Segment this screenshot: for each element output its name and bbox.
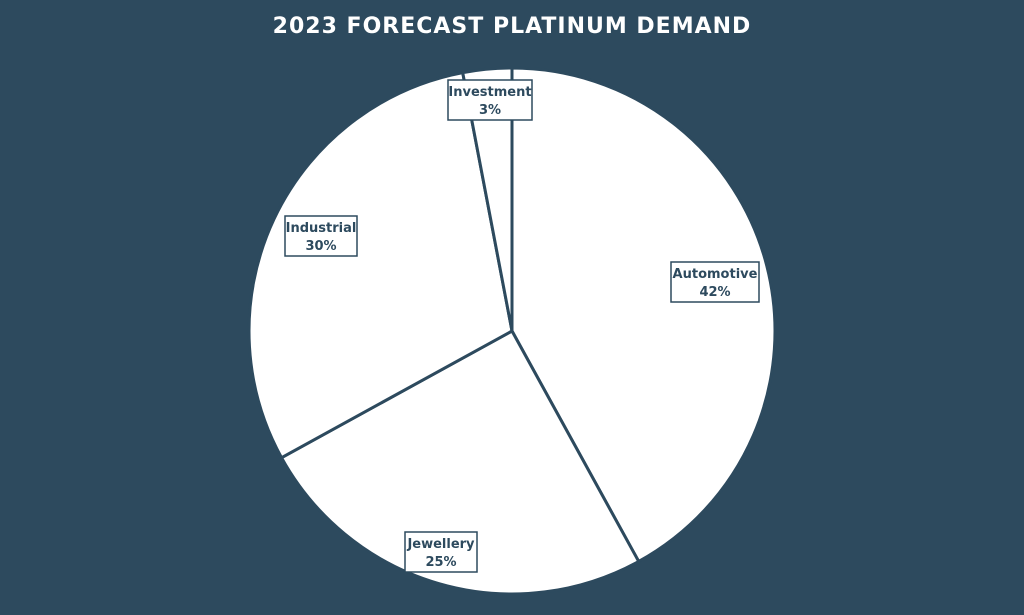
data-label-box	[670, 261, 760, 303]
data-label-box	[404, 531, 478, 573]
data-label-jewellery: Jewellery 25%	[404, 531, 478, 573]
slice-label-value: 25%	[425, 555, 456, 570]
pie-slice-jewellery	[280, 329, 641, 596]
pie-slice-investment	[461, 66, 514, 333]
slice-label-name: Jewellery	[406, 537, 475, 552]
slice-label-value: 42%	[699, 285, 730, 300]
slice-label-value: 30%	[305, 239, 336, 254]
chart-title: 2023 FORECAST PLATINUM DEMAND	[272, 14, 752, 39]
data-label-investment: Investment 3%	[447, 79, 533, 121]
data-label-industrial: Industrial 30%	[284, 215, 358, 257]
slice-label-name: Industrial	[286, 221, 357, 236]
pie-slice-automotive	[510, 66, 777, 563]
slice-label-value: 3%	[479, 103, 501, 118]
pie-slice-industrial	[247, 71, 514, 460]
data-label-box	[284, 215, 358, 257]
slice-label-name: Investment	[448, 85, 531, 100]
slice-label-name: Automotive	[673, 267, 758, 282]
data-label-automotive: Automotive 42%	[670, 261, 760, 303]
data-label-box	[447, 79, 533, 121]
